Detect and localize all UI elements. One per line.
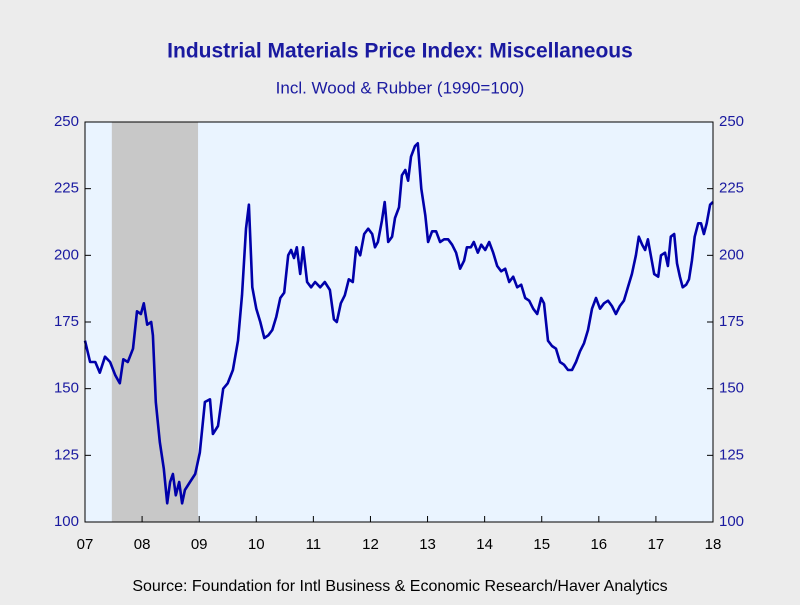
- x-tick-label: 15: [533, 536, 550, 553]
- y-tick-label: 150: [54, 380, 79, 397]
- x-tick-label: 17: [648, 536, 665, 553]
- series-line: [83, 142, 714, 505]
- x-tick-label: 14: [476, 536, 493, 553]
- y2-tick-label: 175: [719, 313, 744, 330]
- y2-tick-label: 225: [719, 180, 744, 197]
- x-tick-label: 18: [705, 536, 722, 553]
- y2-tick-label: 100: [719, 513, 744, 530]
- x-tick-label: 07: [77, 536, 94, 553]
- x-tick-label: 12: [362, 536, 379, 553]
- chart-title: Industrial Materials Price Index: Miscel…: [167, 40, 633, 63]
- x-tick-label: 09: [191, 536, 208, 553]
- y2-tick-label: 200: [719, 246, 744, 263]
- y2-tick-label: 125: [719, 446, 744, 463]
- x-tick-label: 11: [306, 536, 322, 553]
- x-tick-label: 13: [419, 536, 436, 553]
- chart-subtitle: Incl. Wood & Rubber (1990=100): [276, 78, 525, 97]
- y-tick-label: 125: [54, 446, 79, 463]
- source-note: Source: Foundation for Intl Business & E…: [132, 578, 667, 595]
- x-tick-label: 08: [134, 536, 151, 553]
- y-tick-label: 225: [54, 180, 79, 197]
- y-tick-label: 250: [54, 113, 79, 130]
- y2-tick-label: 150: [719, 380, 744, 397]
- plot-border: [84, 121, 714, 523]
- y-tick-label: 200: [54, 246, 79, 263]
- y2-tick-label: 250: [719, 113, 744, 130]
- y-tick-label: 175: [54, 313, 79, 330]
- recession-shade: [111, 122, 199, 522]
- y-tick-label: 100: [54, 513, 79, 530]
- x-tick-label: 10: [248, 536, 265, 553]
- x-tick-label: 16: [590, 536, 607, 553]
